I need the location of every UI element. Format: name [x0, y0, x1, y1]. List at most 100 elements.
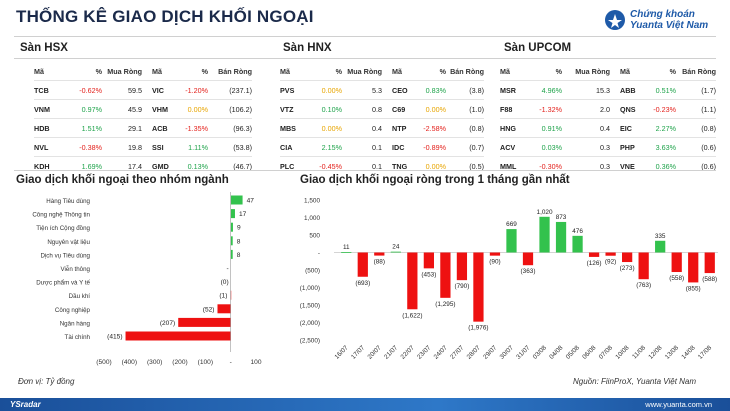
column-header: Mã [620, 67, 630, 76]
monthly-net-bar-chart: 1,500 1,000 500 - (500) (1,000) (1,500) (2,000)… [300, 198, 718, 361]
table-header-row: Mã% Mua Ròng Mã% Bán Ròng [280, 63, 484, 81]
date-tick-label: 11/08 [631, 344, 647, 360]
section-divider [14, 58, 716, 59]
sector-bar [230, 222, 233, 232]
change-cell: 0.83% [412, 80, 446, 100]
net-value-cell: (106.2) [208, 99, 252, 119]
table-row: VTZ 0.10% 0.8 C69 0.00% (1.0) [280, 99, 484, 119]
table-row: MML -0.30% 0.3 VNE 0.36% (0.6) [500, 156, 716, 175]
sector-value-label: (52) [203, 306, 215, 313]
sector-value-label: 8 [237, 252, 241, 259]
daily-net-bar [704, 252, 715, 274]
y-tick-label: 500 [309, 233, 320, 240]
daily-net-bar [390, 251, 401, 253]
daily-net-bar [341, 252, 352, 253]
sector-label: Ngân hàng [60, 320, 91, 327]
date-tick-label: 27/07 [449, 344, 466, 361]
net-value-cell: 0.8 [342, 99, 382, 119]
column-header: Mã [392, 67, 402, 76]
date-tick-label: 13/08 [664, 344, 681, 361]
hnx-table: Mã% Mua Ròng Mã% Bán Ròng PVS 0.00% 5.3 CEO 0.83… [280, 63, 484, 175]
ticker-cell: TNG [382, 156, 412, 175]
net-value-cell: 15.3 [562, 80, 610, 100]
daily-value-label: (453) [421, 271, 436, 278]
change-cell: -0.23% [640, 99, 676, 119]
tables-divider [14, 170, 716, 171]
column-header: Mua Ròng [347, 67, 382, 76]
net-value-cell: 0.1 [342, 156, 382, 175]
sector-bar [230, 236, 233, 246]
daily-value-label: 11 [343, 244, 350, 251]
daily-net-bar [572, 235, 583, 253]
net-value-cell: 19.8 [102, 137, 142, 157]
table-row: VNM 0.97% 45.9 VHM 0.00% (106.2) [34, 99, 252, 119]
upcom-title: Sàn UPCOM [504, 42, 572, 54]
y-tick-label: 1,000 [304, 215, 320, 222]
change-cell: 0.00% [310, 80, 342, 100]
daily-value-label: (763) [636, 282, 651, 289]
footer-brand: YSradar [10, 400, 41, 409]
sector-value-label: - [226, 266, 228, 273]
ticker-cell: PHP [610, 137, 640, 157]
ticker-cell: PLC [280, 156, 310, 175]
daily-value-label: (363) [521, 268, 536, 275]
date-tick-label: 12/08 [647, 344, 664, 361]
ticker-cell: C69 [382, 99, 412, 119]
date-tick-label: 23/07 [416, 344, 433, 361]
date-tick-label: 03/08 [532, 344, 549, 361]
change-cell: -0.30% [530, 156, 562, 175]
column-header: Mua Ròng [107, 67, 142, 76]
footer-bar: YSradar www.yuanta.com.vn [0, 391, 730, 411]
x-tick-label: (400) [122, 359, 137, 366]
ticker-cell: VNE [610, 156, 640, 175]
daily-value-label: (88) [374, 259, 385, 266]
y-tick-label: (2,500) [300, 338, 320, 345]
table-header-row: Mã% Mua Ròng Mã% Bán Ròng [34, 63, 252, 81]
date-tick-label: 05/08 [565, 344, 582, 361]
net-value-cell: 0.4 [342, 118, 382, 138]
net-value-cell: (96.3) [208, 118, 252, 138]
sector-label: Viễn thông [61, 266, 91, 273]
change-cell: -0.38% [68, 137, 102, 157]
daily-net-bar [357, 252, 368, 277]
sector-bar [178, 317, 231, 327]
daily-value-label: 1,020 [537, 209, 553, 216]
net-value-cell: 59.5 [102, 80, 142, 100]
net-value-cell: 0.4 [562, 118, 610, 138]
ticker-cell: HDB [34, 118, 68, 138]
net-value-cell: 0.1 [342, 137, 382, 157]
change-cell: 4.96% [530, 80, 562, 100]
date-tick-label: 20/07 [366, 344, 383, 361]
table-row: NVL -0.38% 19.8 SSI 1.11% (53.8) [34, 137, 252, 157]
date-tick-label: 17/08 [697, 344, 714, 361]
upcom-table: Mã% Mua Ròng Mã% Bán Ròng MSR 4.96% 15.3 ABB 0.5… [500, 63, 716, 175]
date-tick-label: 21/07 [383, 344, 400, 361]
date-tick-label: 24/07 [433, 344, 450, 361]
date-tick-label: 06/08 [581, 344, 598, 361]
sector-label: Dịch vụ Tiêu dùng [40, 252, 90, 259]
change-cell: 1.69% [68, 156, 102, 175]
net-value-cell: 0.3 [562, 156, 610, 175]
daily-net-bar [588, 252, 600, 257]
daily-value-label: (273) [620, 265, 635, 272]
column-header: Bán Ròng [218, 67, 252, 76]
column-header: Bán Ròng [450, 67, 484, 76]
sector-value-label: 47 [247, 198, 255, 205]
ticker-cell: VIC [142, 80, 174, 100]
hsx-title: Sàn HSX [20, 42, 68, 54]
sector-value-label: (207) [160, 320, 175, 327]
y-tick-label: 1,500 [304, 198, 320, 205]
x-tick-label: (200) [172, 359, 187, 366]
sector-label: Dầu khí [69, 293, 91, 300]
ticker-cell: EIC [610, 118, 640, 138]
ticker-cell: IDC [382, 137, 412, 157]
net-value-cell: (1.0) [446, 99, 484, 119]
net-value-cell: (0.5) [446, 156, 484, 175]
column-header: % [335, 67, 342, 76]
date-tick-label: 04/08 [548, 344, 565, 361]
net-value-cell: (3.8) [446, 80, 484, 100]
sector-label: Hàng Tiêu dùng [46, 198, 90, 205]
change-cell: 0.00% [310, 118, 342, 138]
y-tick-label: (2,000) [300, 320, 320, 327]
net-value-cell: (0.6) [676, 156, 716, 175]
